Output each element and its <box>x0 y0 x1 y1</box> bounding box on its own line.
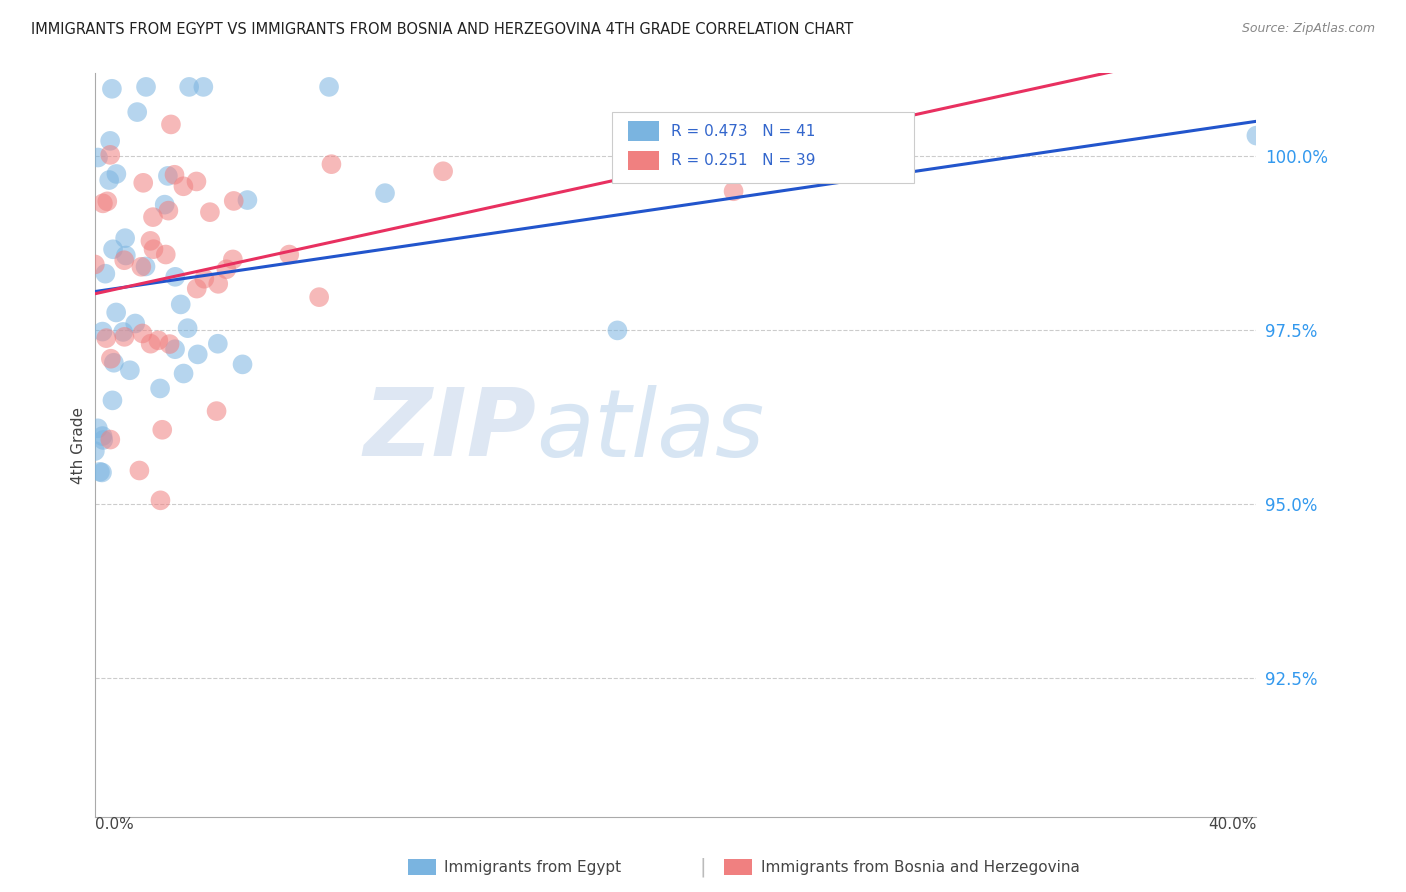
Point <box>127 105 149 120</box>
Point <box>1246 128 1268 143</box>
Text: R = 0.251   N = 39: R = 0.251 N = 39 <box>671 153 815 168</box>
Point <box>318 79 340 94</box>
Point <box>193 271 215 285</box>
Point <box>142 242 165 256</box>
Point <box>148 334 170 348</box>
Point <box>128 463 150 477</box>
Point <box>112 330 135 344</box>
Point <box>87 421 110 435</box>
Point <box>114 231 136 245</box>
Text: IMMIGRANTS FROM EGYPT VS IMMIGRANTS FROM BOSNIA AND HERZEGOVINA 4TH GRADE CORREL: IMMIGRANTS FROM EGYPT VS IMMIGRANTS FROM… <box>31 22 853 37</box>
Text: 40.0%: 40.0% <box>1208 817 1257 832</box>
Point <box>231 357 253 371</box>
Point <box>170 297 193 311</box>
Point <box>186 282 208 296</box>
Point <box>91 429 114 443</box>
Point <box>83 444 105 458</box>
Point <box>172 179 194 194</box>
Point <box>91 433 114 447</box>
Point <box>187 347 209 361</box>
Text: ZIP: ZIP <box>363 384 536 476</box>
Point <box>98 148 121 162</box>
Point <box>321 157 343 171</box>
Text: atlas: atlas <box>536 384 765 475</box>
Point <box>98 433 121 447</box>
Point <box>157 203 180 218</box>
Text: 0.0%: 0.0% <box>94 817 134 832</box>
Point <box>215 262 238 277</box>
Point <box>96 194 118 209</box>
Point <box>723 184 745 198</box>
Point <box>606 323 628 337</box>
Point <box>159 337 181 351</box>
Point <box>135 260 157 274</box>
Point <box>207 336 229 351</box>
Point <box>131 326 153 341</box>
Point <box>176 321 198 335</box>
Text: R = 0.473   N = 41: R = 0.473 N = 41 <box>671 124 815 138</box>
Point <box>132 176 155 190</box>
Point <box>236 193 259 207</box>
Point <box>101 242 124 256</box>
Point <box>98 173 121 187</box>
Point <box>222 252 245 267</box>
Point <box>278 247 301 261</box>
Point <box>112 253 135 268</box>
Point <box>101 82 124 96</box>
Point <box>149 381 172 395</box>
Point <box>173 367 195 381</box>
Point <box>374 186 396 201</box>
Text: Immigrants from Bosnia and Herzegovina: Immigrants from Bosnia and Herzegovina <box>761 860 1080 874</box>
Point <box>91 196 114 211</box>
Point <box>142 210 165 224</box>
Point <box>105 167 128 181</box>
Point <box>222 194 245 208</box>
Text: |: | <box>700 857 706 877</box>
Point <box>160 117 183 131</box>
Point <box>131 260 153 274</box>
Point <box>165 269 187 284</box>
Point <box>135 79 157 94</box>
Point <box>87 151 110 165</box>
Point <box>124 317 146 331</box>
Point <box>155 247 177 261</box>
Point <box>139 336 162 351</box>
Point <box>98 134 121 148</box>
Point <box>193 79 215 94</box>
Point <box>91 466 114 480</box>
Point <box>149 493 172 508</box>
Y-axis label: 4th Grade: 4th Grade <box>72 407 86 483</box>
Point <box>105 305 128 319</box>
Point <box>91 325 114 339</box>
Text: Immigrants from Egypt: Immigrants from Egypt <box>444 860 621 874</box>
Point <box>198 205 221 219</box>
Point <box>101 393 124 408</box>
Point <box>114 248 136 262</box>
Point <box>207 277 229 291</box>
Point <box>100 351 122 366</box>
Point <box>112 325 135 339</box>
Point <box>94 267 117 281</box>
Point <box>186 174 208 188</box>
Point <box>156 169 179 183</box>
Point <box>103 356 125 370</box>
Point <box>165 342 187 356</box>
Point <box>118 363 141 377</box>
Point <box>89 465 111 479</box>
Point <box>308 290 330 304</box>
Point <box>139 234 162 248</box>
Point <box>153 197 176 211</box>
Point <box>163 168 186 182</box>
Point <box>179 79 201 94</box>
Point <box>150 423 173 437</box>
Text: Source: ZipAtlas.com: Source: ZipAtlas.com <box>1241 22 1375 36</box>
Point <box>205 404 228 418</box>
Point <box>96 331 118 345</box>
Point <box>432 164 454 178</box>
Point <box>83 257 105 271</box>
